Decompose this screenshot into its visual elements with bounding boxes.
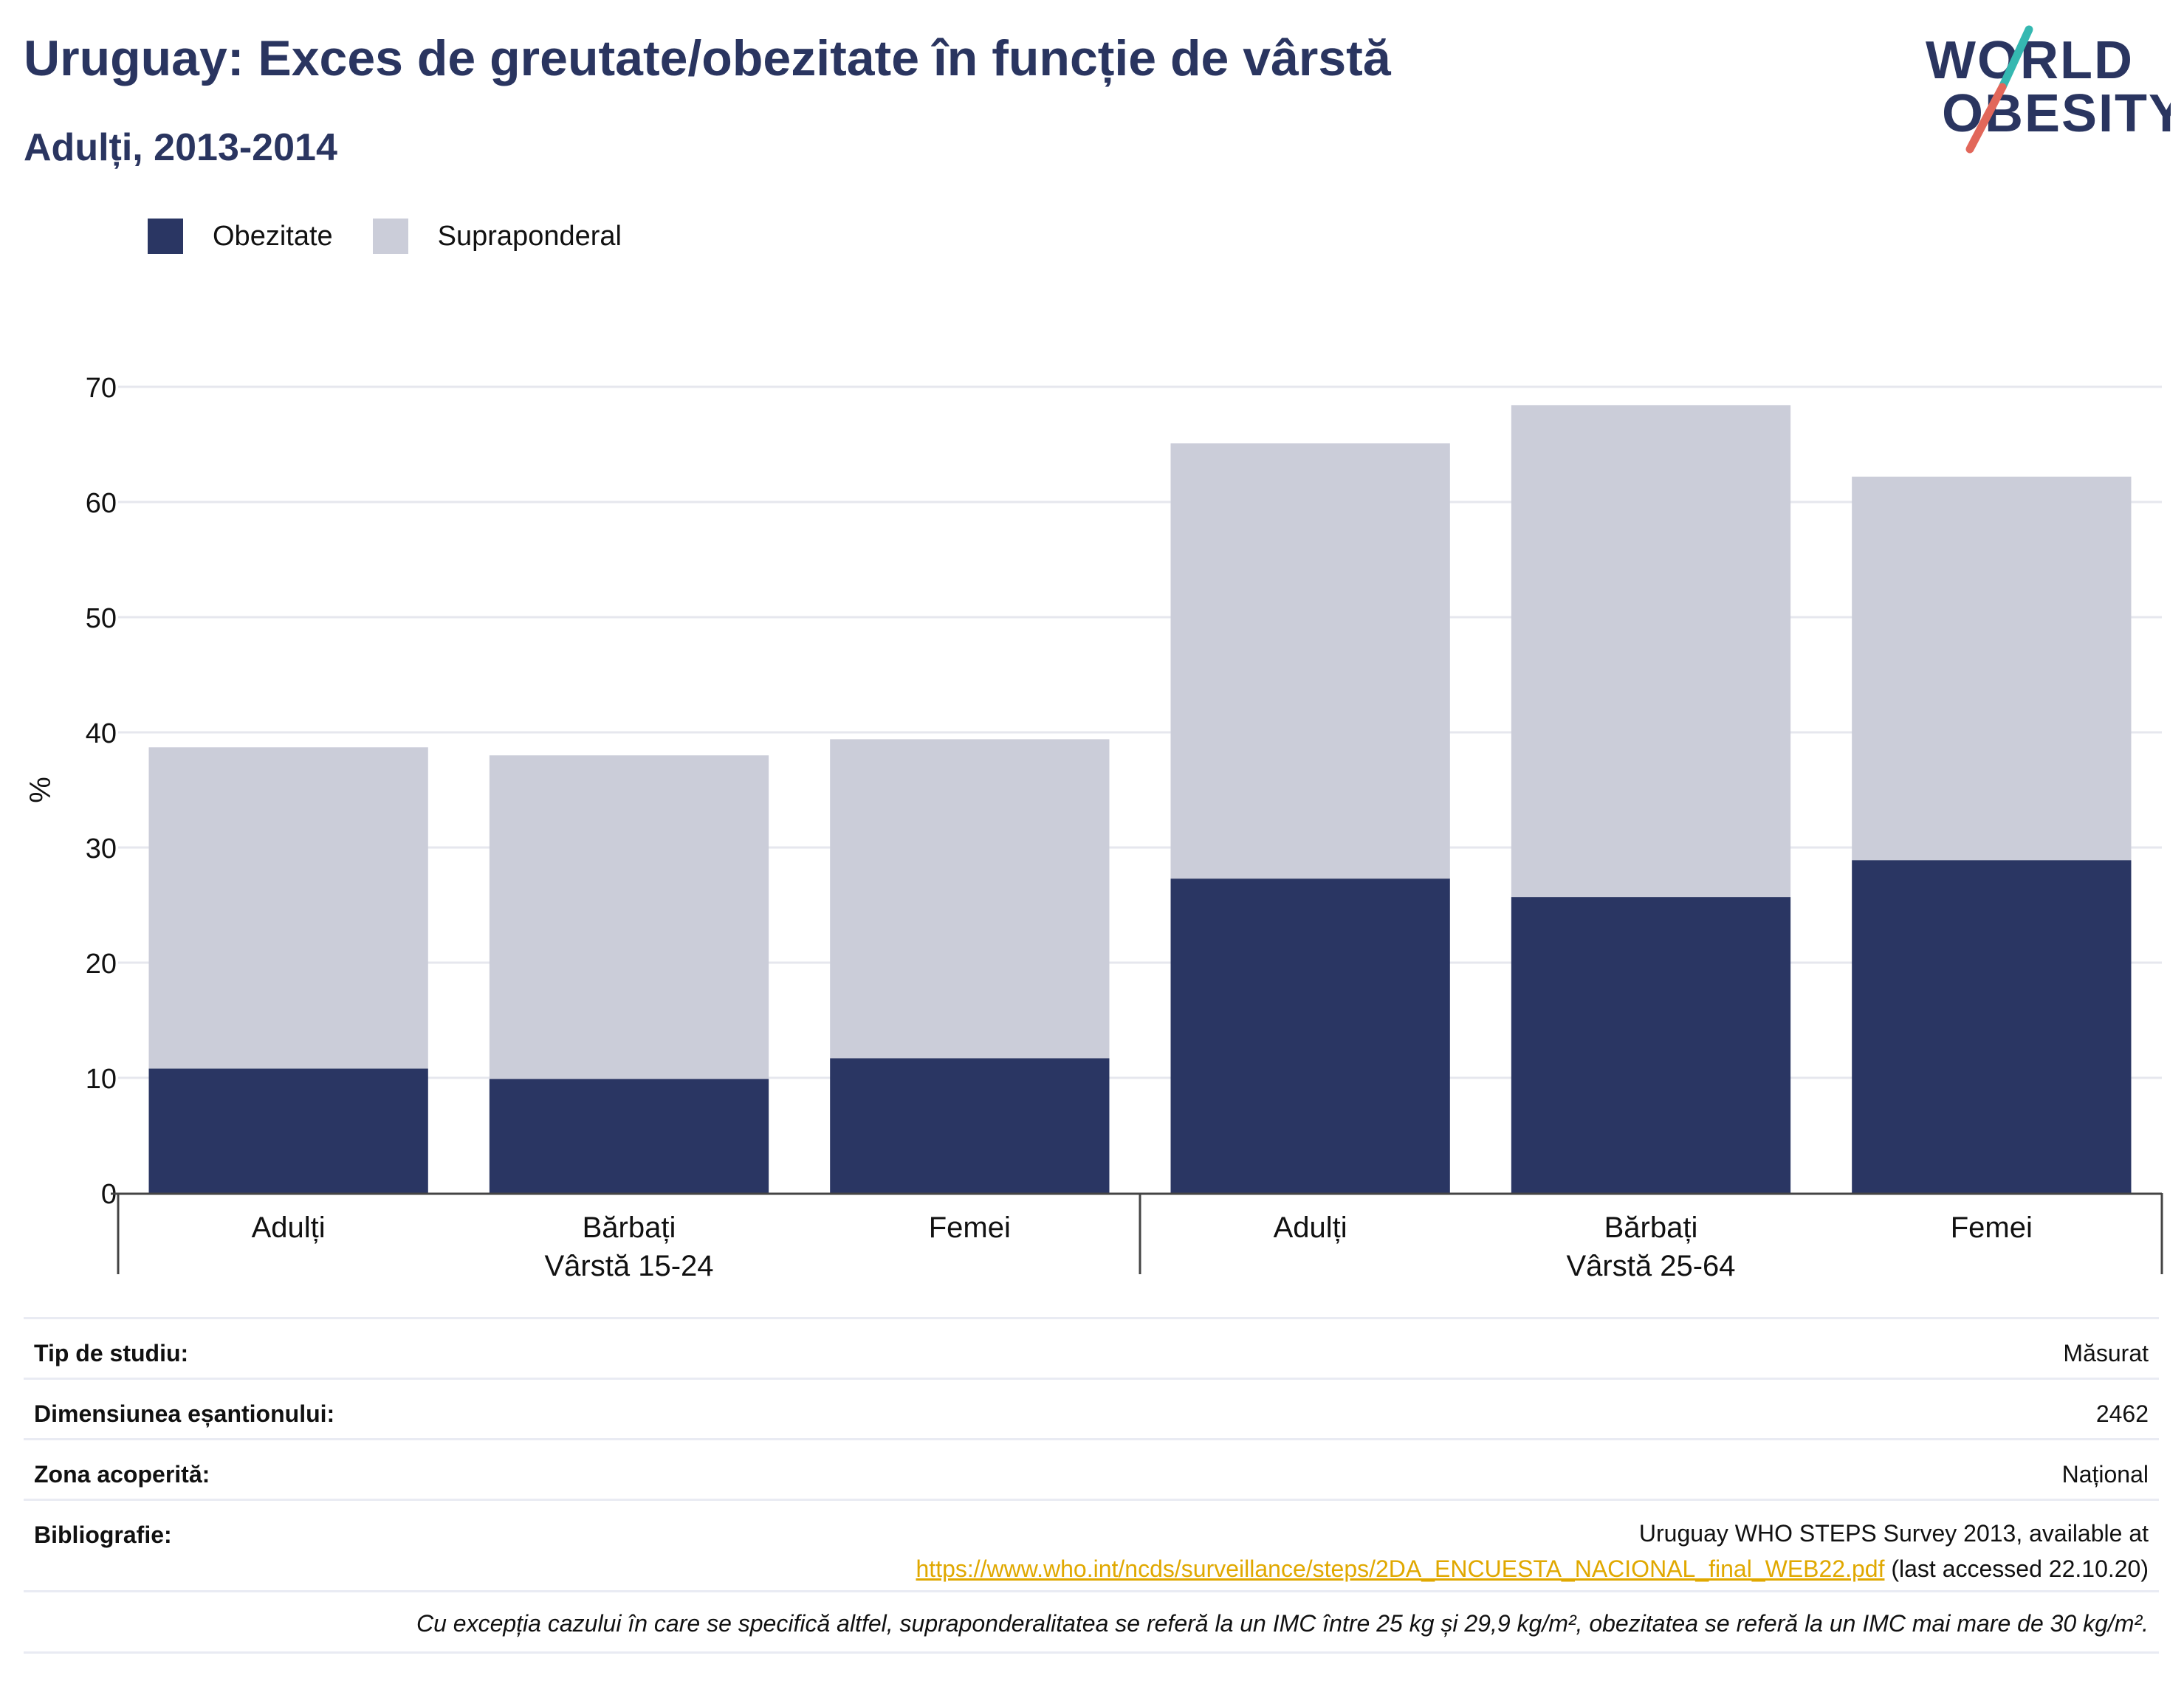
x-category-label: Adulți — [1274, 1211, 1347, 1244]
bar-overweight — [1511, 405, 1791, 898]
x-category-label: Adulți — [252, 1211, 326, 1244]
sample-size-value: 2462 — [2095, 1400, 2149, 1427]
bibliography-link[interactable]: https://www.who.int/ncds/surveillance/st… — [916, 1555, 1885, 1582]
legend-item-obesity[interactable]: Obezitate — [148, 219, 333, 254]
bar-obesity — [489, 1079, 769, 1193]
info-row-footnote: Cu excepția cazului în care se specifică… — [24, 1590, 2159, 1654]
y-tick-label: 20 — [86, 949, 117, 980]
legend-label-overweight: Supraponderal — [437, 220, 622, 252]
bar-obesity — [830, 1058, 1110, 1193]
y-tick-label: 30 — [86, 833, 117, 864]
bar-overweight — [489, 755, 769, 1079]
y-tick-label: 40 — [86, 718, 117, 749]
y-tick-label: 0 — [101, 1179, 117, 1210]
sample-size-label: Dimensiunea eșantionului: — [34, 1400, 335, 1427]
legend-label-obesity: Obezitate — [213, 220, 333, 252]
legend-swatch-obesity — [148, 219, 183, 254]
y-tick-label: 50 — [86, 603, 117, 634]
x-category-label: Bărbați — [1604, 1211, 1698, 1244]
info-row-area: Zona acoperită: Național — [24, 1438, 2159, 1499]
bar-overweight — [1170, 443, 1450, 879]
logo-slash-teal — [1998, 25, 2033, 92]
x-category-label: Femei — [929, 1211, 1011, 1244]
x-group-label: Vârstă 15-24 — [544, 1250, 713, 1282]
bar-overweight — [830, 739, 1110, 1059]
page-title: Uruguay: Exces de greutate/obezitate în … — [24, 30, 1391, 86]
bar-overweight — [148, 747, 428, 1069]
logo-slash-coral — [1965, 83, 2007, 154]
info-row-bibliography: Bibliografie: Uruguay WHO STEPS Survey 2… — [24, 1499, 2159, 1590]
bibliography-link-line: https://www.who.int/ncds/surveillance/st… — [916, 1551, 2149, 1586]
y-tick-label: 10 — [86, 1064, 117, 1095]
study-type-value: Măsurat — [2063, 1340, 2149, 1366]
area-value: Național — [2061, 1461, 2149, 1488]
study-type-label: Tip de studiu: — [34, 1340, 189, 1366]
definition-footnote: Cu excepția cazului în care se specifică… — [416, 1610, 2149, 1637]
bar-obesity — [1852, 860, 2132, 1193]
info-row-study-type: Tip de studiu: Măsurat — [24, 1317, 2159, 1378]
bar-overweight — [1852, 476, 2132, 861]
info-row-sample-size: Dimensiunea eșantionului: 2462 — [24, 1378, 2159, 1438]
study-info-table: Tip de studiu: Măsurat Dimensiunea eșant… — [24, 1317, 2159, 1654]
logo-text-world: WORLD — [1926, 31, 2134, 90]
x-group-label: Vârstă 25-64 — [1566, 1250, 1735, 1282]
y-axis-label: % — [24, 777, 57, 803]
bibliography-text: Uruguay WHO STEPS Survey 2013, available… — [1638, 1520, 2149, 1547]
chart-legend: Obezitate Supraponderal — [148, 219, 662, 254]
bibliography-suffix: (last accessed 22.10.20) — [1884, 1555, 2149, 1582]
bar-obesity — [1511, 897, 1791, 1193]
bar-obesity — [148, 1068, 428, 1193]
y-tick-label: 60 — [86, 488, 117, 519]
bar-obesity — [1170, 879, 1450, 1193]
world-obesity-logo: WORLD OBESITY — [1926, 25, 2171, 154]
x-category-label: Bărbați — [583, 1211, 676, 1244]
x-category-label: Femei — [1951, 1211, 2033, 1244]
legend-swatch-overweight — [372, 219, 408, 254]
stacked-bar-chart: 0 10 20 30 40 50 60 70% Adulți Bărbați Femei Adulți… — [24, 373, 2163, 1282]
legend-item-overweight[interactable]: Supraponderal — [372, 219, 622, 254]
area-label: Zona acoperită: — [34, 1461, 210, 1488]
page-subtitle: Adulți, 2013-2014 — [24, 126, 337, 169]
bibliography-value: Uruguay WHO STEPS Survey 2013, available… — [916, 1516, 2149, 1586]
bibliography-label: Bibliografie: — [34, 1522, 172, 1548]
y-tick-label: 70 — [86, 373, 117, 404]
